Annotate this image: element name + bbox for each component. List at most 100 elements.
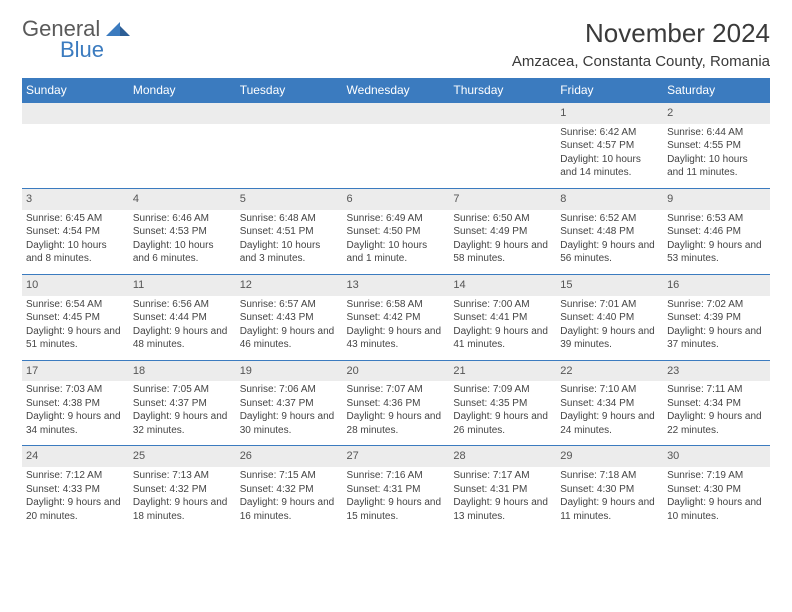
sunset-text: Sunset: 4:48 PM: [560, 225, 659, 239]
day-number: 7: [453, 193, 459, 205]
day-number-cell: 26: [236, 446, 343, 467]
day-detail-cell: Sunrise: 6:49 AMSunset: 4:50 PMDaylight:…: [343, 210, 450, 275]
logo: General Blue: [22, 18, 130, 61]
daylight-text: Daylight: 10 hours and 1 minute.: [347, 239, 446, 266]
day-number: 6: [347, 193, 353, 205]
sunset-text: Sunset: 4:45 PM: [26, 311, 125, 325]
day-number-cell: 10: [22, 274, 129, 295]
daylight-text: Daylight: 10 hours and 8 minutes.: [26, 239, 125, 266]
day-header: Monday: [129, 78, 236, 103]
day-number: 26: [240, 450, 252, 462]
day-number-cell: 30: [663, 446, 770, 467]
sunset-text: Sunset: 4:31 PM: [347, 483, 446, 497]
day-number-cell: 23: [663, 360, 770, 381]
day-number-cell: 14: [449, 274, 556, 295]
daylight-text: Daylight: 9 hours and 15 minutes.: [347, 496, 446, 523]
day-detail-cell: [343, 124, 450, 189]
daylight-text: Daylight: 9 hours and 20 minutes.: [26, 496, 125, 523]
day-header: Saturday: [663, 78, 770, 103]
day-detail-cell: Sunrise: 6:53 AMSunset: 4:46 PMDaylight:…: [663, 210, 770, 275]
day-detail-cell: Sunrise: 7:17 AMSunset: 4:31 PMDaylight:…: [449, 467, 556, 531]
day-number-cell: 5: [236, 188, 343, 209]
day-number: 29: [560, 450, 572, 462]
day-detail-cell: Sunrise: 7:07 AMSunset: 4:36 PMDaylight:…: [343, 381, 450, 446]
day-header: Sunday: [22, 78, 129, 103]
day-detail-cell: Sunrise: 7:05 AMSunset: 4:37 PMDaylight:…: [129, 381, 236, 446]
sunrise-text: Sunrise: 7:18 AM: [560, 469, 659, 483]
sunset-text: Sunset: 4:31 PM: [453, 483, 552, 497]
sunset-text: Sunset: 4:34 PM: [667, 397, 766, 411]
day-number-cell: 24: [22, 446, 129, 467]
sunrise-text: Sunrise: 6:56 AM: [133, 298, 232, 312]
sunset-text: Sunset: 4:46 PM: [667, 225, 766, 239]
daylight-text: Daylight: 9 hours and 37 minutes.: [667, 325, 766, 352]
daylight-text: Daylight: 9 hours and 10 minutes.: [667, 496, 766, 523]
daylight-text: Daylight: 9 hours and 34 minutes.: [26, 410, 125, 437]
day-detail-cell: Sunrise: 6:52 AMSunset: 4:48 PMDaylight:…: [556, 210, 663, 275]
logo-text-block: General Blue: [22, 18, 104, 61]
day-number: 30: [667, 450, 679, 462]
day-number: 9: [667, 193, 673, 205]
day-number: 25: [133, 450, 145, 462]
title-block: November 2024 Amzacea, Constanta County,…: [512, 18, 770, 70]
daylight-text: Daylight: 9 hours and 26 minutes.: [453, 410, 552, 437]
daylight-text: Daylight: 9 hours and 46 minutes.: [240, 325, 339, 352]
day-number-cell: 18: [129, 360, 236, 381]
day-number-cell: 8: [556, 188, 663, 209]
day-number-cell: 3: [22, 188, 129, 209]
daylight-text: Daylight: 9 hours and 22 minutes.: [667, 410, 766, 437]
day-number-cell: [129, 103, 236, 124]
day-number: 2: [667, 107, 673, 119]
day-number-cell: 27: [343, 446, 450, 467]
day-detail-cell: Sunrise: 7:18 AMSunset: 4:30 PMDaylight:…: [556, 467, 663, 531]
day-number: 28: [453, 450, 465, 462]
day-number-cell: 6: [343, 188, 450, 209]
day-number-cell: 12: [236, 274, 343, 295]
daylight-text: Daylight: 9 hours and 39 minutes.: [560, 325, 659, 352]
daylight-text: Daylight: 9 hours and 11 minutes.: [560, 496, 659, 523]
sunrise-text: Sunrise: 7:10 AM: [560, 383, 659, 397]
logo-blue: Blue: [60, 39, 104, 61]
day-number: 18: [133, 365, 145, 377]
sunrise-text: Sunrise: 6:57 AM: [240, 298, 339, 312]
sunrise-text: Sunrise: 6:50 AM: [453, 212, 552, 226]
day-number: 22: [560, 365, 572, 377]
sunrise-text: Sunrise: 7:12 AM: [26, 469, 125, 483]
sunrise-text: Sunrise: 7:16 AM: [347, 469, 446, 483]
sunrise-text: Sunrise: 7:11 AM: [667, 383, 766, 397]
day-detail-cell: [129, 124, 236, 189]
sunrise-text: Sunrise: 7:19 AM: [667, 469, 766, 483]
day-number-cell: 28: [449, 446, 556, 467]
sunset-text: Sunset: 4:40 PM: [560, 311, 659, 325]
sunset-text: Sunset: 4:33 PM: [26, 483, 125, 497]
day-header: Wednesday: [343, 78, 450, 103]
day-number: 8: [560, 193, 566, 205]
detail-row: Sunrise: 6:42 AMSunset: 4:57 PMDaylight:…: [22, 124, 770, 189]
daylight-text: Daylight: 9 hours and 51 minutes.: [26, 325, 125, 352]
sunset-text: Sunset: 4:32 PM: [133, 483, 232, 497]
day-header: Tuesday: [236, 78, 343, 103]
day-detail-cell: Sunrise: 6:50 AMSunset: 4:49 PMDaylight:…: [449, 210, 556, 275]
day-number-cell: [449, 103, 556, 124]
sunrise-text: Sunrise: 6:44 AM: [667, 126, 766, 140]
day-number-cell: 22: [556, 360, 663, 381]
day-detail-cell: Sunrise: 6:56 AMSunset: 4:44 PMDaylight:…: [129, 296, 236, 361]
day-header: Thursday: [449, 78, 556, 103]
day-number-cell: 13: [343, 274, 450, 295]
day-number: 19: [240, 365, 252, 377]
day-detail-cell: Sunrise: 6:58 AMSunset: 4:42 PMDaylight:…: [343, 296, 450, 361]
sunrise-text: Sunrise: 6:46 AM: [133, 212, 232, 226]
day-number-cell: 9: [663, 188, 770, 209]
detail-row: Sunrise: 6:45 AMSunset: 4:54 PMDaylight:…: [22, 210, 770, 275]
day-detail-cell: [449, 124, 556, 189]
sunset-text: Sunset: 4:39 PM: [667, 311, 766, 325]
day-detail-cell: [236, 124, 343, 189]
sunset-text: Sunset: 4:44 PM: [133, 311, 232, 325]
sunset-text: Sunset: 4:50 PM: [347, 225, 446, 239]
sunrise-text: Sunrise: 6:45 AM: [26, 212, 125, 226]
sunrise-text: Sunrise: 6:49 AM: [347, 212, 446, 226]
sunrise-text: Sunrise: 7:03 AM: [26, 383, 125, 397]
sunset-text: Sunset: 4:42 PM: [347, 311, 446, 325]
sunset-text: Sunset: 4:32 PM: [240, 483, 339, 497]
daylight-text: Daylight: 9 hours and 28 minutes.: [347, 410, 446, 437]
